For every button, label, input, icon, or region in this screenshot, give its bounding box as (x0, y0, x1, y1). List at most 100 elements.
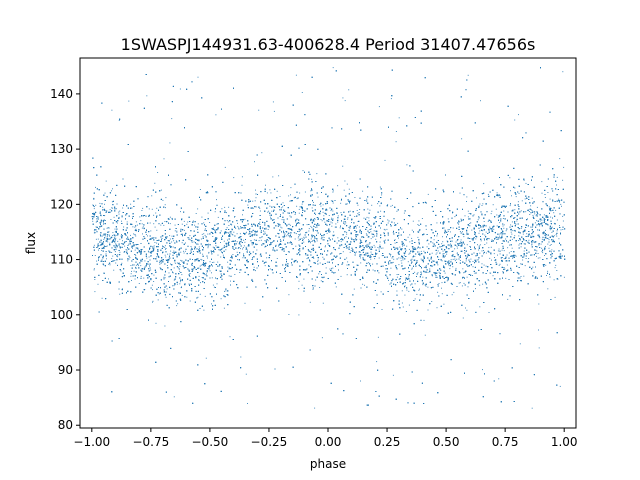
data-point (474, 272, 476, 274)
data-point (471, 229, 473, 231)
data-point (557, 278, 559, 280)
data-point (221, 237, 222, 239)
data-point (473, 214, 475, 216)
data-point (548, 206, 550, 208)
data-point (120, 270, 122, 272)
data-point (310, 238, 312, 240)
data-point (368, 247, 370, 249)
data-point (103, 234, 105, 236)
data-point (431, 301, 433, 302)
data-point (179, 270, 181, 272)
data-point (522, 259, 524, 261)
data-point (189, 300, 191, 302)
data-point (212, 246, 214, 248)
data-point (169, 235, 171, 237)
data-point (304, 191, 306, 193)
data-point (427, 309, 429, 311)
data-point (109, 264, 111, 266)
data-point (108, 234, 110, 236)
data-point (134, 226, 136, 228)
data-point (378, 248, 380, 250)
data-point (544, 255, 545, 256)
data-point (436, 222, 438, 224)
data-point (354, 197, 356, 198)
data-point (348, 89, 350, 91)
data-point (503, 224, 505, 226)
data-point (489, 257, 491, 259)
data-point (132, 226, 134, 228)
data-point (173, 240, 175, 242)
data-point (475, 238, 477, 240)
data-point (221, 208, 223, 210)
data-point (239, 272, 241, 273)
data-point (291, 243, 293, 245)
data-point (279, 209, 280, 211)
data-point (333, 231, 335, 233)
data-point (418, 251, 420, 253)
data-point (246, 247, 248, 249)
data-point (183, 252, 185, 254)
data-point (498, 264, 500, 266)
data-point (360, 380, 361, 382)
data-point (156, 229, 158, 231)
data-point (189, 239, 191, 241)
data-point (113, 260, 115, 262)
data-point (485, 203, 486, 205)
data-point (171, 235, 173, 237)
data-point (298, 212, 300, 214)
data-point (380, 247, 382, 249)
data-point (322, 239, 324, 241)
data-point (523, 256, 525, 258)
data-point (530, 236, 531, 238)
data-point (354, 216, 356, 217)
data-point (255, 189, 256, 191)
data-point (325, 267, 327, 269)
data-point (169, 223, 171, 225)
data-point (203, 233, 205, 235)
data-point (458, 243, 460, 245)
data-point (154, 226, 156, 228)
data-point (122, 207, 124, 209)
data-point (442, 236, 443, 238)
data-point (213, 261, 215, 263)
data-point (479, 203, 481, 205)
data-point (163, 224, 165, 226)
data-point (198, 248, 200, 250)
data-point (360, 262, 362, 264)
data-point (482, 369, 483, 371)
data-point (168, 276, 170, 278)
data-point (182, 280, 183, 282)
data-point (187, 221, 189, 223)
data-point (278, 245, 279, 247)
data-point (254, 200, 256, 202)
data-point (156, 242, 158, 244)
data-point (298, 280, 300, 282)
data-point (282, 202, 284, 204)
data-point (186, 296, 188, 298)
data-point (209, 261, 211, 263)
data-point (502, 271, 504, 272)
data-point (505, 277, 507, 279)
data-point (115, 262, 117, 264)
data-point (403, 212, 405, 214)
data-point (106, 258, 107, 260)
data-point (518, 240, 520, 241)
data-point (465, 260, 467, 262)
data-point (359, 251, 361, 253)
data-point (119, 293, 121, 295)
data-point (544, 197, 546, 198)
data-point (107, 241, 109, 243)
data-point (299, 192, 301, 194)
data-point (450, 259, 452, 261)
data-point (456, 247, 458, 249)
data-point (417, 247, 419, 249)
data-point (285, 224, 287, 225)
data-point (439, 274, 441, 276)
data-point (95, 226, 97, 228)
data-point (205, 357, 207, 359)
data-point (192, 220, 194, 222)
data-point (370, 254, 371, 256)
data-point (288, 314, 290, 315)
data-point (203, 222, 205, 224)
data-point (288, 294, 290, 296)
